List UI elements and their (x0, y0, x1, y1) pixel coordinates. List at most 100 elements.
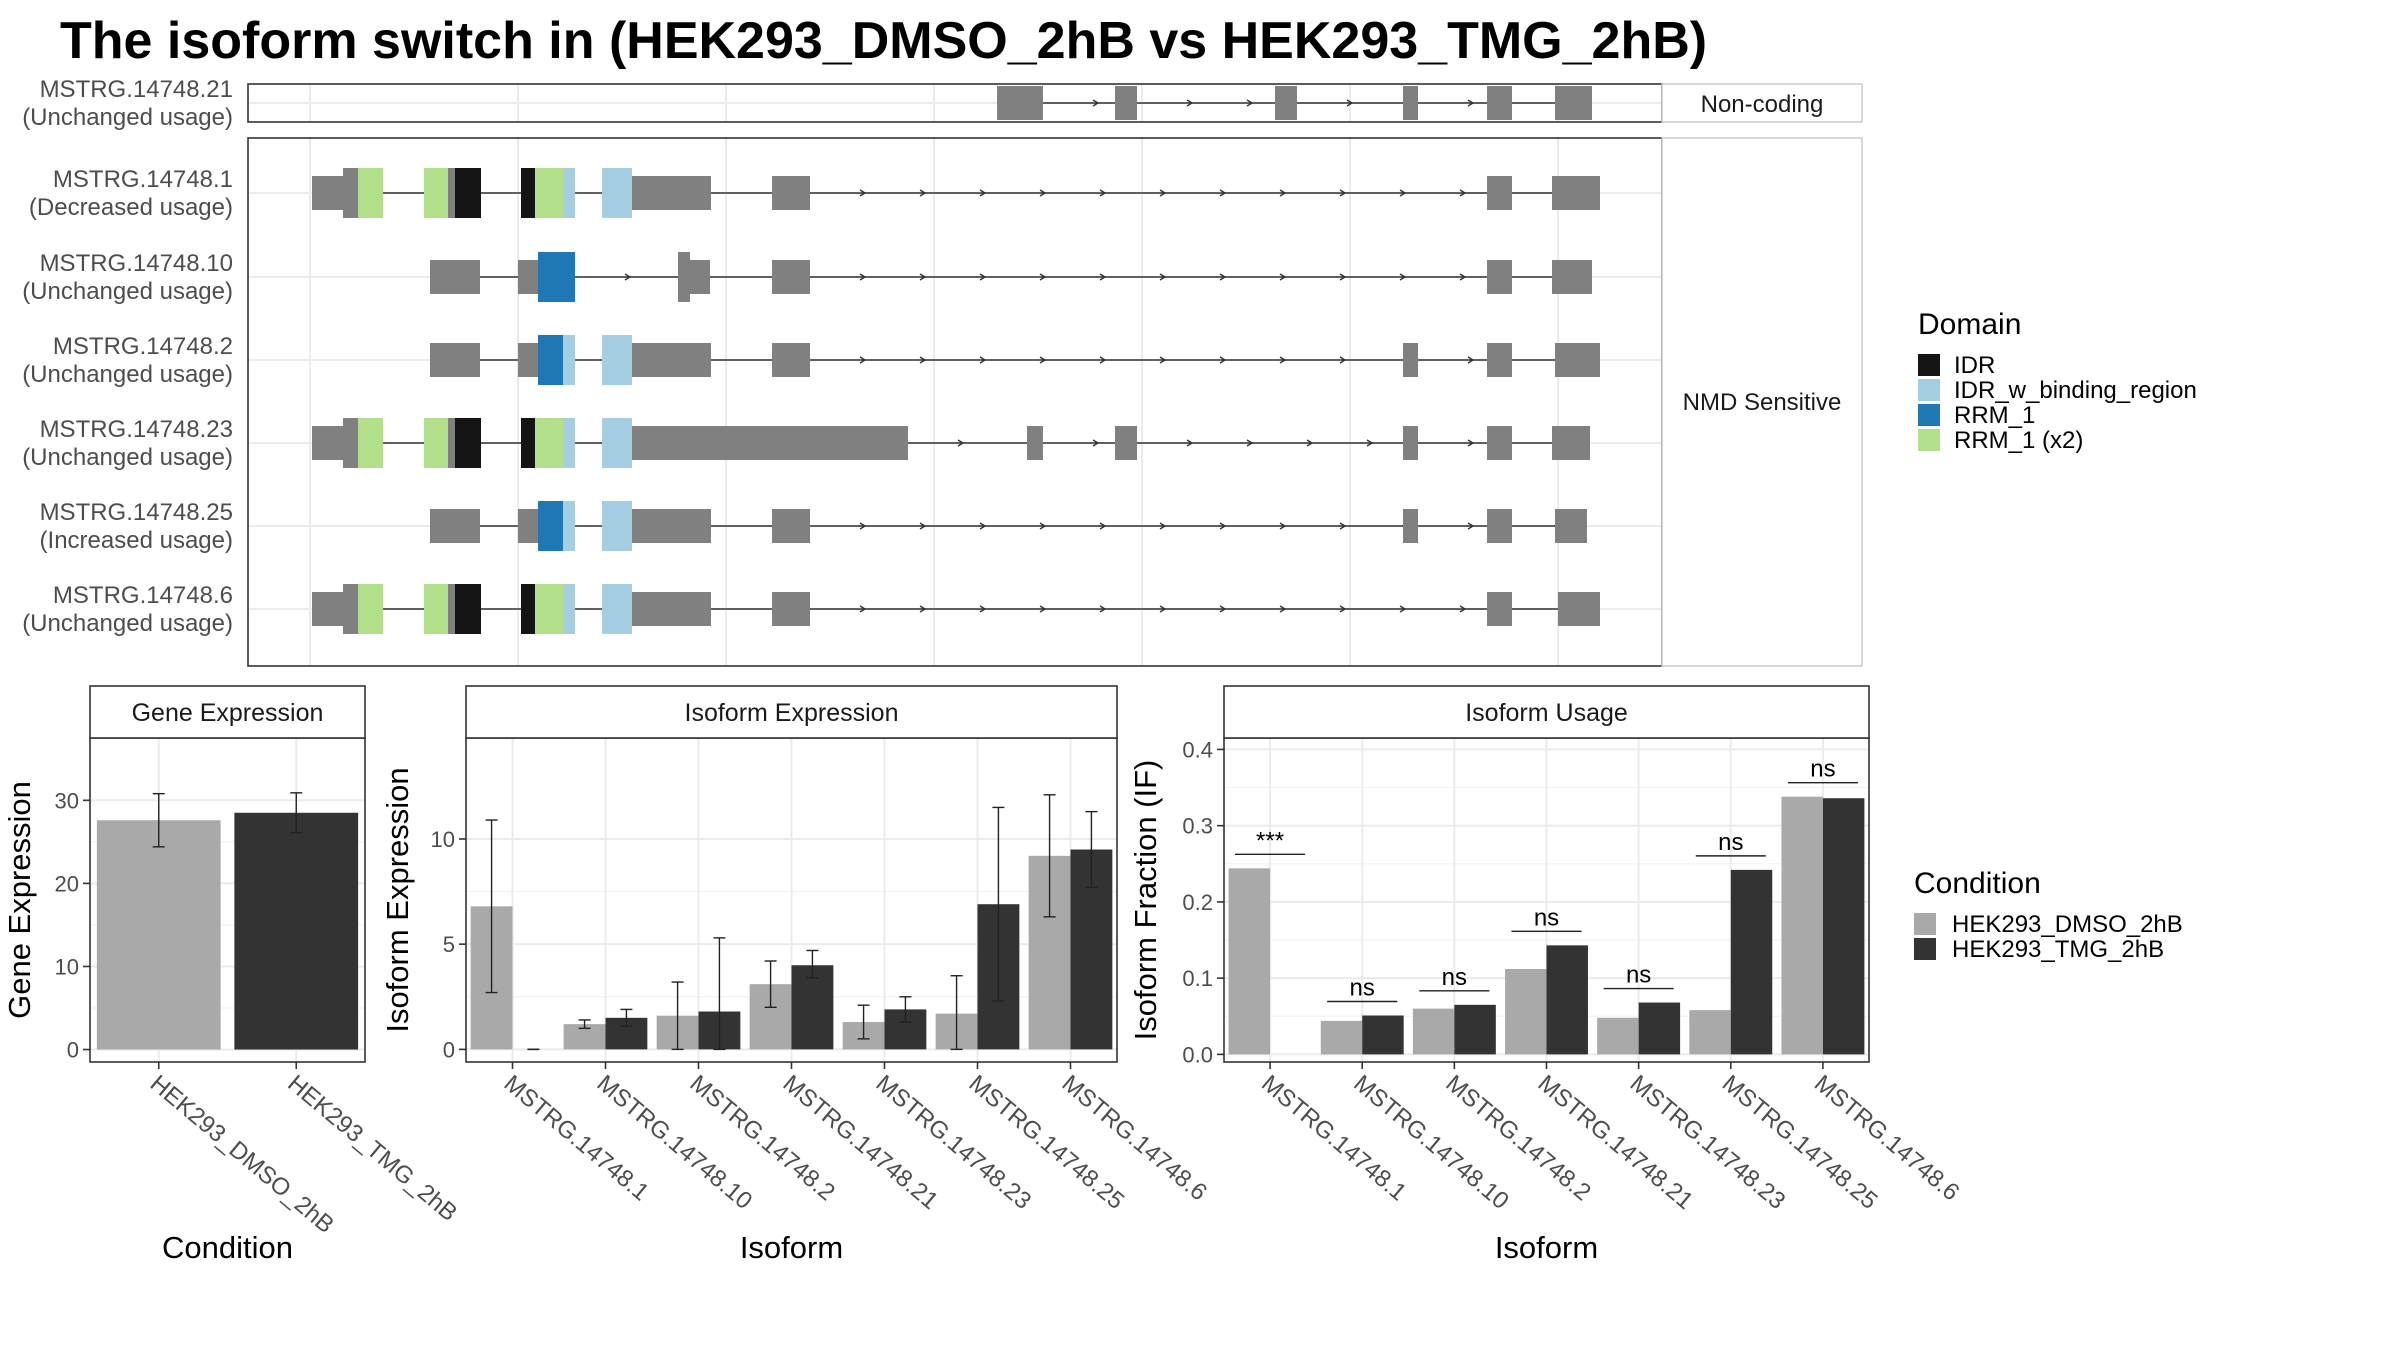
exon (632, 509, 711, 543)
intron-arrow (919, 605, 927, 613)
intron-arrow (979, 356, 987, 364)
idr-binding-domain (602, 584, 632, 634)
exon (1555, 509, 1587, 543)
intron-arrow (1339, 273, 1347, 281)
exon (772, 260, 810, 294)
intron-arrow (1467, 99, 1475, 107)
exon (1403, 343, 1418, 377)
intron-arrow (859, 189, 867, 197)
bar (791, 965, 834, 1050)
y-tick-label: 30 (55, 788, 79, 813)
transcript-id-label: MSTRG.14748.21 (40, 76, 233, 103)
exon (1555, 86, 1592, 120)
intron-arrow (1467, 356, 1475, 364)
exon (1487, 592, 1512, 626)
significance-label: ns (1718, 829, 1743, 856)
rrm1-x2-domain (358, 584, 383, 634)
intron-arrow (1039, 273, 1047, 281)
y-axis-title: Isoform Fraction (IF) (1128, 760, 1163, 1041)
bar (1546, 945, 1588, 1055)
intron-arrow (1459, 189, 1467, 197)
y-tick-label: 20 (55, 871, 79, 896)
exon (1552, 426, 1590, 460)
y-tick-label: 0 (67, 1038, 79, 1063)
intron-arrow (1279, 273, 1287, 281)
exon (678, 252, 690, 302)
transcript-usage-label: (Unchanged usage) (22, 278, 233, 305)
intron-arrow (1219, 189, 1227, 197)
x-axis-title: Isoform (740, 1230, 843, 1265)
facet-strip (1661, 83, 1863, 123)
rrm1-x2-domain (535, 418, 563, 468)
intron-arrow (1339, 189, 1347, 197)
exon (772, 176, 810, 210)
exon (1115, 426, 1137, 460)
intron-arrow (1159, 189, 1167, 197)
intron-arrow (919, 522, 927, 530)
exon (632, 592, 711, 626)
bar (1320, 1020, 1363, 1055)
intron-arrow (979, 522, 987, 530)
exon (632, 426, 908, 460)
transcript-id-label: MSTRG.14748.6 (53, 582, 233, 609)
facet-strip (1661, 137, 1863, 667)
x-tick-label: MSTRG.14748.23 (871, 1070, 1037, 1215)
intron-arrow (1039, 605, 1047, 613)
idr-binding-domain (563, 335, 575, 385)
intron-arrow (859, 522, 867, 530)
exon (448, 418, 455, 468)
x-tick-label: MSTRG.14748.21 (778, 1070, 944, 1215)
exon (343, 418, 358, 468)
significance-label: ns (1534, 904, 1559, 931)
x-tick-label: MSTRG.14748.21 (1533, 1070, 1699, 1215)
domain-legend-swatch (1918, 429, 1940, 451)
condition-legend-label: HEK293_TMG_2hB (1952, 936, 2164, 963)
intron-arrow (1339, 522, 1347, 530)
intron-arrow (919, 356, 927, 364)
idr-domain (455, 584, 481, 634)
y-tick-label: 0.3 (1182, 814, 1213, 839)
intron-arrow (1366, 439, 1374, 447)
idr-binding-domain (563, 418, 575, 468)
domain-legend-swatch (1918, 354, 1940, 376)
intron-arrow (1459, 273, 1467, 281)
facet-label-noncoding: Non-coding (1701, 91, 1824, 118)
rrm1-domain (538, 501, 563, 551)
idr-binding-domain (602, 418, 632, 468)
exon (430, 509, 480, 543)
idr-domain (521, 418, 535, 468)
exon (312, 426, 343, 460)
domain-legend-swatch (1918, 404, 1940, 426)
intron-arrow (1459, 605, 1467, 613)
intron-arrow (1159, 273, 1167, 281)
exon (1487, 176, 1512, 210)
bar (234, 812, 359, 1050)
bar (1822, 798, 1865, 1055)
bar (1505, 968, 1547, 1055)
x-tick-label: MSTRG.14748.25 (1717, 1070, 1883, 1215)
intron-arrow (1099, 605, 1107, 613)
intron-arrow (1099, 356, 1107, 364)
exon (343, 584, 358, 634)
intron-arrow (1039, 356, 1047, 364)
intron-arrow (1099, 273, 1107, 281)
exon (1552, 260, 1592, 294)
exon (1403, 86, 1418, 120)
significance-label: ns (1626, 962, 1651, 989)
idr-binding-domain (563, 168, 575, 218)
x-tick-label: MSTRG.14748.10 (1348, 1070, 1514, 1215)
domain-legend: Domain IDRIDR_w_binding_regionRRM_1RRM_1 … (1918, 308, 2197, 454)
chart-title-strip (1223, 685, 1870, 739)
intron-arrow (1186, 439, 1194, 447)
intron-arrow (1092, 439, 1100, 447)
exon (343, 168, 358, 218)
y-tick-label: 0.1 (1182, 966, 1213, 991)
transcript-id-label: MSTRG.14748.2 (53, 333, 233, 360)
transcript-usage-label: (Unchanged usage) (22, 610, 233, 637)
rrm1-x2-domain (358, 418, 383, 468)
condition-legend-swatch (1914, 913, 1936, 935)
rrm1-x2-domain (535, 168, 563, 218)
bar (1781, 796, 1823, 1055)
